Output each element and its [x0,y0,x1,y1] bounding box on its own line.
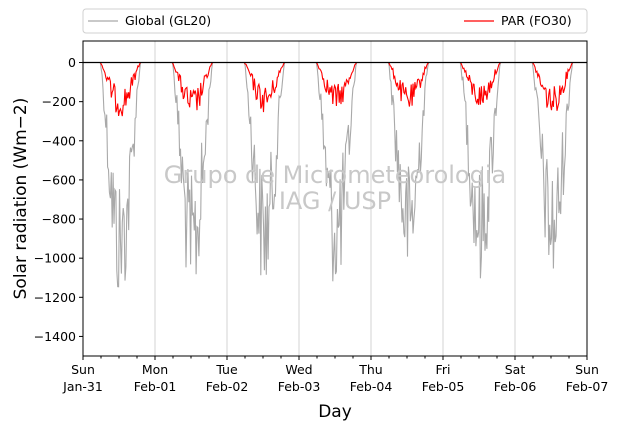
y-axis-label: Solar radiation (Wm−2) [11,98,31,300]
x-tick-date-label: Feb-07 [566,379,609,394]
series-global-line [83,61,587,288]
legend: Global (GL20) PAR (FO30) [82,8,588,34]
series-par-line [83,61,587,117]
y-tick-label: −400 [42,133,76,148]
y-tick-label: −1400 [34,329,76,344]
x-tick-date-label: Feb-02 [206,379,249,394]
series-path [83,61,587,288]
x-tick-date-label: Feb-06 [494,379,537,394]
legend-label-global: Global (GL20) [125,13,211,28]
series-path [83,61,587,117]
y-tick-label: −1000 [34,251,76,266]
y-tick-label: −200 [42,94,76,109]
x-axis-label: Day [318,402,352,422]
x-tick-date-label: Feb-01 [134,379,177,394]
y-tick-label: 0 [68,55,76,70]
watermark-line-1: Grupo de Micrometeorologia [164,161,506,189]
x-axis-ticks: Sun Jan-31 Mon Feb-01 Tue Feb-02 Wed Feb-03 Thu F… [62,356,608,394]
y-tick-label: −600 [42,172,76,187]
legend-box [82,8,588,34]
x-tick-date-label: Jan-31 [62,379,103,394]
y-tick-label: −800 [42,212,76,227]
grid-lines [154,41,516,356]
x-tick-day-label: Sun [71,362,95,377]
x-tick-day-label: Sat [505,362,526,377]
x-tick-day-label: Tue [215,362,238,377]
legend-label-par: PAR (FO30) [501,13,572,28]
x-tick-day-label: Fri [436,362,451,377]
x-tick-date-label: Feb-04 [350,379,393,394]
x-tick-day-label: Wed [285,362,312,377]
watermark: Grupo de Micrometeorologia IAG / USP [164,161,506,215]
x-tick-date-label: Feb-03 [278,379,321,394]
watermark-line-2: IAG / USP [279,187,391,215]
y-tick-label: −1200 [34,290,76,305]
y-axis-ticks: 0 −200 −400 −600 −800 −1000 −1200 −1400 [34,55,83,344]
x-tick-date-label: Feb-05 [422,379,465,394]
x-tick-day-label: Sun [575,362,599,377]
x-tick-day-label: Thu [358,362,382,377]
x-tick-day-label: Mon [142,362,168,377]
